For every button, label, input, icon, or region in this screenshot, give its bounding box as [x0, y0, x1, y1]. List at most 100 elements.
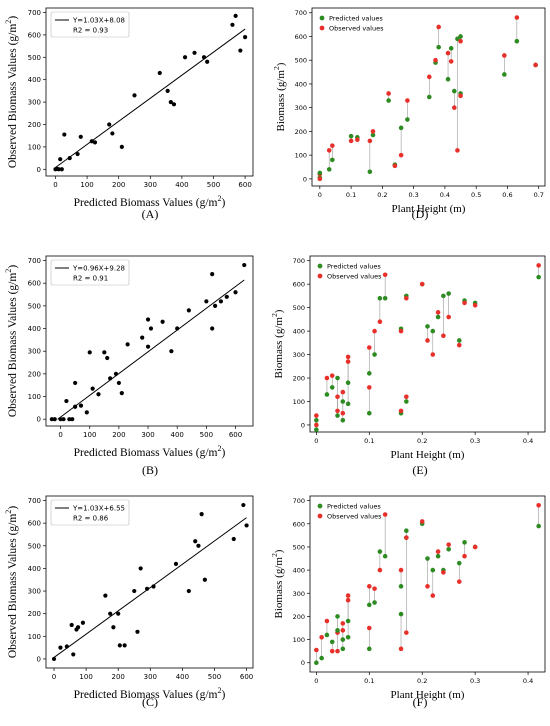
predicted-point — [335, 413, 340, 418]
x-tick-label: 100 — [83, 431, 96, 439]
data-point — [204, 299, 209, 304]
observed-point — [366, 625, 372, 631]
predicted-point — [345, 634, 351, 640]
observed-point — [430, 352, 436, 357]
observed-point — [446, 542, 451, 547]
y-tick-label: 100 — [28, 633, 41, 641]
data-point — [116, 611, 121, 616]
y-tick-label: 300 — [293, 590, 305, 598]
data-point — [165, 88, 170, 93]
data-point — [117, 643, 122, 648]
data-point — [193, 539, 198, 544]
data-point — [192, 50, 197, 55]
data-point — [148, 326, 154, 331]
data-point — [201, 55, 207, 60]
observed-point — [502, 53, 507, 58]
x-tick-label: 0.2 — [417, 437, 427, 445]
y-tick-label: 500 — [28, 542, 41, 550]
fit-line — [53, 517, 247, 658]
data-point — [64, 644, 69, 649]
data-point — [59, 167, 64, 172]
data-point — [119, 391, 124, 396]
data-point — [49, 417, 54, 422]
x-axis-label-text: Predicted Biomass Values (g/m2) — [74, 444, 226, 459]
predicted-point — [335, 628, 340, 633]
observed-point — [366, 345, 372, 350]
predicted-point — [502, 72, 507, 77]
observed-point — [448, 59, 454, 64]
observed-point — [319, 634, 324, 640]
data-point — [75, 151, 80, 157]
data-point — [157, 70, 162, 76]
observed-point — [425, 584, 430, 589]
legend-predicted-label: Predicted values — [327, 263, 381, 271]
x-tick-label: 0 — [52, 673, 56, 681]
observed-point — [398, 328, 404, 334]
predicted-point — [425, 324, 430, 329]
observed-point — [446, 314, 451, 320]
x-tick-label: 0.3 — [408, 191, 418, 199]
data-point — [78, 134, 83, 139]
x-tick-label: 600 — [238, 181, 251, 189]
predicted-point — [398, 584, 404, 589]
predicted-point — [452, 88, 457, 94]
predicted-point — [382, 295, 388, 301]
data-point — [151, 584, 156, 589]
predicted-point — [348, 133, 354, 139]
data-point — [75, 625, 81, 630]
observed-point — [533, 62, 538, 68]
predicted-point — [398, 611, 404, 617]
x-tick-label: 300 — [141, 431, 154, 439]
data-point — [107, 122, 112, 127]
legend-equation: Y=0.96X+9.28 — [72, 265, 125, 273]
predicted-point — [317, 170, 323, 176]
x-tick-label: 0.3 — [470, 437, 480, 445]
data-point — [111, 625, 116, 630]
chart-panel-4: 0 0.1 0.2 0.3 0.4 0.5 0.6 0.7 0 100 200 300 400 500 60… — [272, 7, 546, 221]
predicted-point — [435, 314, 441, 320]
y-tick-label: 0 — [301, 659, 305, 667]
observed-point — [419, 519, 425, 524]
data-point — [210, 326, 215, 331]
x-axis-label: Plant Height (m) — [391, 689, 465, 701]
data-point — [108, 376, 113, 381]
predicted-point — [329, 639, 335, 645]
data-point — [224, 294, 229, 299]
legend-r2: R2 = 0.93 — [73, 27, 108, 35]
data-point — [202, 577, 207, 582]
y-tick-label: 400 — [28, 565, 41, 573]
x-tick-label: 0 — [314, 677, 318, 685]
observed-point — [404, 394, 409, 400]
observed-point — [441, 333, 446, 339]
observed-point — [340, 628, 346, 633]
predicted-point — [425, 556, 430, 561]
data-point — [119, 144, 124, 149]
y-tick-label: 200 — [28, 121, 41, 129]
x-tick-label: 400 — [176, 673, 189, 681]
predicted-point — [404, 399, 409, 404]
observed-point — [345, 593, 351, 598]
x-tick-label: 0.1 — [346, 191, 356, 199]
x-tick-label: 300 — [144, 181, 157, 189]
x-axis-label-text: Predicted Biomass Values (g/m2) — [74, 686, 226, 701]
observed-point — [404, 295, 409, 301]
y-axis-label: Biomass (g/m2) — [270, 549, 285, 618]
y-tick-label: 500 — [293, 543, 305, 551]
observed-point — [382, 272, 388, 278]
legend-observed-marker — [319, 25, 325, 31]
data-point — [140, 335, 145, 340]
x-tick-label: 500 — [207, 181, 220, 189]
y-tick-label: 300 — [28, 588, 41, 596]
predicted-point — [398, 125, 404, 131]
data-point — [196, 543, 201, 548]
data-point — [199, 512, 204, 517]
observed-point — [435, 549, 441, 554]
predicted-point — [340, 399, 346, 404]
observed-point — [330, 143, 335, 148]
panel-caption: (C) — [142, 695, 158, 709]
data-point — [73, 380, 78, 386]
plot-frame — [45, 255, 254, 427]
observed-point — [455, 148, 460, 153]
y-tick-label: 400 — [28, 76, 41, 84]
observed-point — [456, 579, 462, 584]
